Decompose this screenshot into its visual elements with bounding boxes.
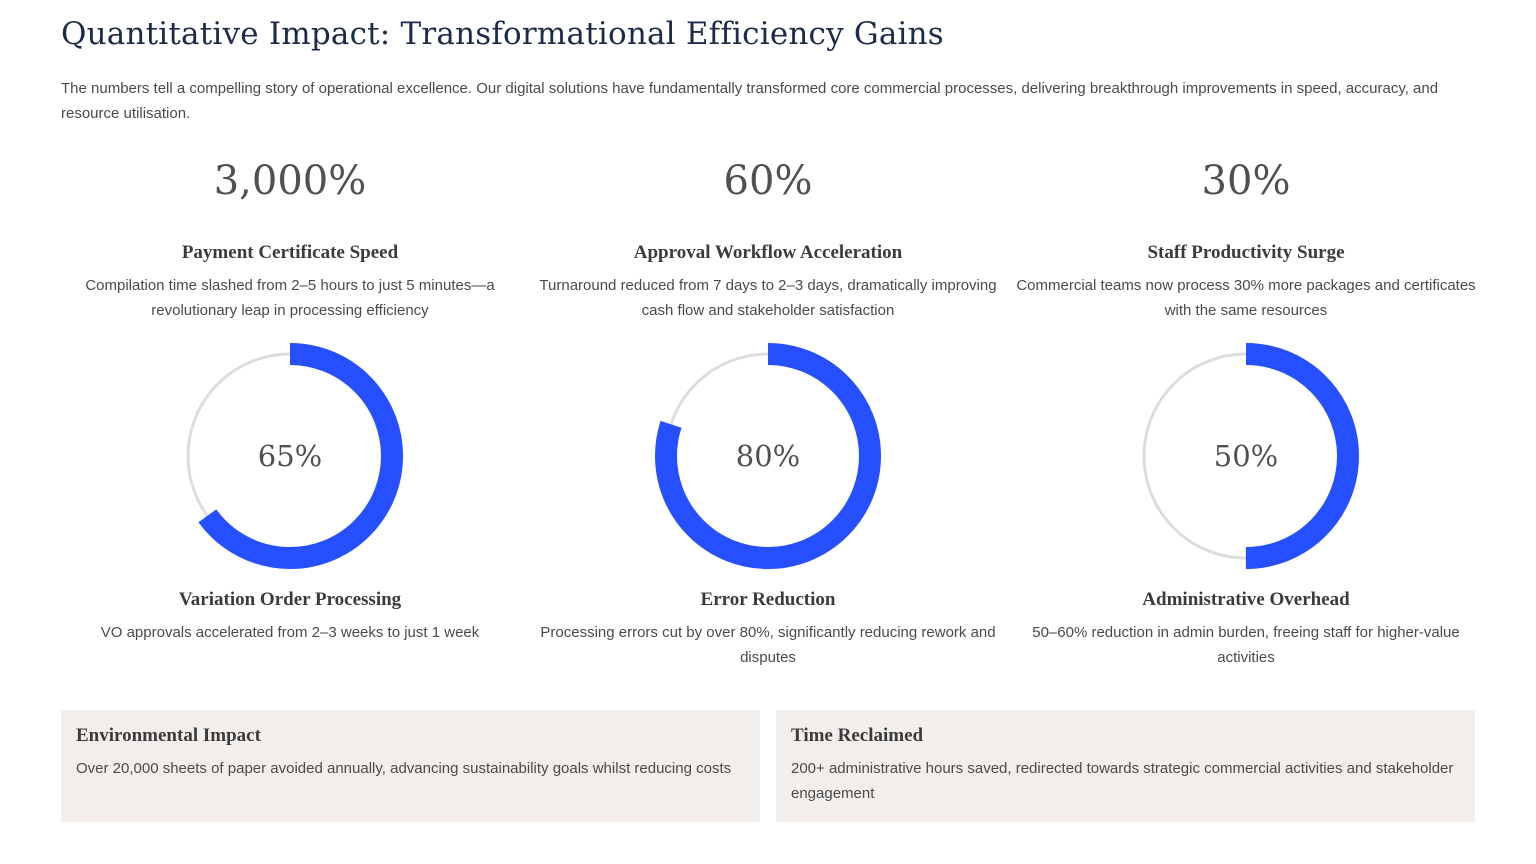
progress-ring-svg	[1133, 343, 1359, 569]
stat-description: Commercial teams now process 30% more pa…	[1016, 277, 1476, 319]
stat-value: 30%	[1201, 158, 1291, 204]
stat-payment-certificate-speed: 3,000% Payment Certificate Speed Compila…	[51, 157, 529, 323]
intro-paragraph: The numbers tell a compelling story of o…	[61, 80, 1439, 122]
page-title: Quantitative Impact: Transformational Ef…	[61, 16, 944, 52]
stat-value: 60%	[723, 158, 813, 204]
ring-error-reduction: 80% Error Reduction Processing errors cu…	[529, 341, 1007, 670]
progress-ring-svg	[655, 343, 881, 569]
ring-title: Error Reduction	[700, 589, 836, 610]
stat-staff-productivity-surge: 30% Staff Productivity Surge Commercial …	[1007, 157, 1485, 323]
ring-variation-order-processing: 65% Variation Order Processing VO approv…	[51, 341, 529, 645]
card-title: Time Reclaimed	[791, 725, 924, 746]
progress-ring-label: 80%	[735, 439, 801, 473]
progress-ring-arc	[177, 343, 403, 569]
stat-approval-workflow-acceleration: 60% Approval Workflow Acceleration Turna…	[529, 157, 1007, 323]
progress-ring-arc	[1133, 343, 1359, 569]
card-environmental-impact: Environmental Impact Over 20,000 sheets …	[61, 710, 760, 822]
ring-administrative-overhead: 50% Administrative Overhead 50–60% reduc…	[1007, 341, 1485, 670]
card-title: Environmental Impact	[76, 725, 261, 746]
progress-ring-svg	[177, 343, 403, 569]
progress-ring-label: 65%	[257, 439, 323, 473]
progress-ring-label: 50%	[1213, 439, 1279, 473]
card-description: 200+ administrative hours saved, redirec…	[791, 760, 1454, 802]
ring-description: 50–60% reduction in admin burden, freein…	[1032, 624, 1460, 666]
stat-description: Turnaround reduced from 7 days to 2–3 da…	[539, 277, 997, 319]
progress-ring: 65%	[175, 341, 405, 571]
stat-title: Payment Certificate Speed	[181, 242, 399, 263]
ring-description: VO approvals accelerated from 2–3 weeks …	[100, 624, 480, 641]
progress-ring: 50%	[1131, 341, 1361, 571]
ring-title: Administrative Overhead	[1142, 589, 1350, 610]
stat-title: Approval Workflow Acceleration	[633, 242, 903, 263]
ring-description: Processing errors cut by over 80%, signi…	[540, 624, 996, 666]
ring-title: Variation Order Processing	[178, 589, 402, 610]
stat-value: 3,000%	[213, 158, 367, 204]
stat-title: Staff Productivity Surge	[1147, 242, 1345, 263]
card-description: Over 20,000 sheets of paper avoided annu…	[76, 760, 732, 777]
stat-description: Compilation time slashed from 2–5 hours …	[85, 277, 495, 319]
card-time-reclaimed: Time Reclaimed 200+ administrative hours…	[776, 710, 1475, 822]
progress-ring: 80%	[653, 341, 883, 571]
progress-ring-arc	[655, 343, 881, 569]
